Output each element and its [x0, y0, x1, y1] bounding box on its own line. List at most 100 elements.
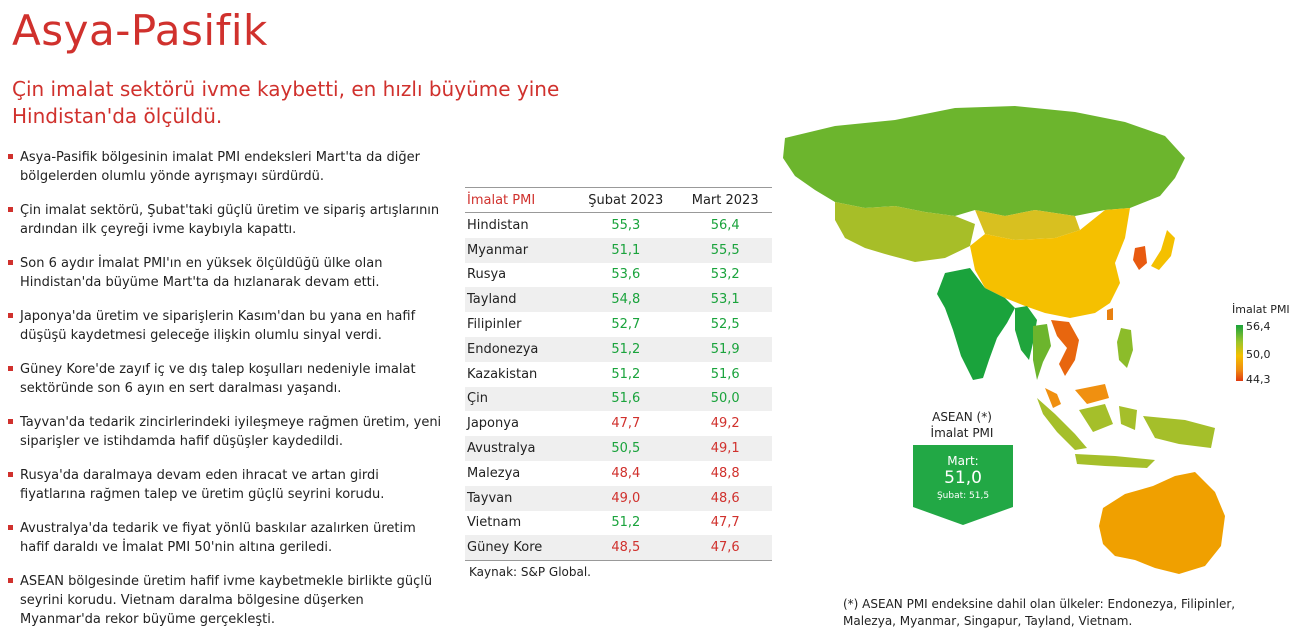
- bullet-item: Çin imalat sektörü, Şubat'taki güçlü üre…: [8, 201, 448, 239]
- map-india: [937, 268, 1015, 380]
- country-cell: Japonya: [467, 416, 519, 432]
- country-cell: Malezya: [467, 465, 521, 481]
- legend-max: 56,4: [1246, 320, 1271, 333]
- map-china: [970, 208, 1130, 318]
- table-body: Hindistan 55,3 56,4 Myanmar 51,1 55,5 Rusya 53,…: [465, 213, 772, 562]
- map-korea: [1133, 246, 1147, 270]
- country-cell: Tayvan: [465, 485, 574, 511]
- country-cell: Tayland: [465, 287, 574, 313]
- feb-value-cell: 48,4: [611, 465, 641, 481]
- header-indicator: İmalat PMI: [465, 187, 574, 213]
- mar-value-cell: 48,6: [678, 485, 772, 511]
- legend-min: 44,3: [1246, 373, 1271, 386]
- asean-label-line2: İmalat PMI: [930, 426, 994, 440]
- legend-title: İmalat PMI: [1232, 303, 1290, 316]
- country-cell: Güney Kore: [465, 535, 574, 562]
- legend-mid: 50,0: [1246, 348, 1271, 361]
- mar-value-cell: 53,2: [710, 267, 740, 283]
- table-row: Avustralya 50,5 49,1: [465, 436, 772, 461]
- table-row: Vietnam 51,2 47,7: [465, 511, 772, 536]
- table-row: Malezya 48,4 48,8: [465, 461, 772, 486]
- feb-value-cell: 54,8: [573, 287, 679, 313]
- mar-value-cell: 55,5: [678, 237, 772, 263]
- feb-value-cell: 50,5: [573, 436, 679, 461]
- feb-value-cell: 51,1: [573, 237, 679, 263]
- table-row: Güney Kore 48,5 47,6: [465, 535, 772, 562]
- country-cell: Hindistan: [467, 217, 529, 233]
- mar-value-cell: 49,2: [710, 416, 740, 432]
- map-indonesia: [1037, 398, 1215, 468]
- mar-value-cell: 56,4: [710, 217, 740, 233]
- asean-badge-shape: [913, 445, 1013, 525]
- feb-value-cell: 53,6: [611, 267, 641, 283]
- country-cell: Filipinler: [467, 317, 522, 333]
- feb-value-cell: 52,7: [611, 317, 641, 333]
- page-subtitle: Çin imalat sektörü ivme kaybetti, en hız…: [12, 77, 560, 128]
- map-malaysia: [1045, 384, 1109, 408]
- footnote: (*) ASEAN PMI endeksine dahil olan ülkel…: [843, 597, 1236, 628]
- mar-value-cell: 51,9: [678, 336, 772, 362]
- feb-value-cell: 51,2: [611, 366, 641, 382]
- map-taiwan: [1107, 308, 1113, 320]
- table-row: Myanmar 51,1 55,5: [465, 237, 772, 263]
- bullet-item: Japonya'da üretim ve siparişlerin Kasım'…: [8, 307, 448, 345]
- legend-color-scale: [1236, 325, 1243, 381]
- country-cell: Çin: [465, 386, 574, 412]
- asia-pacific-map: [783, 106, 1225, 574]
- map-russia: [783, 106, 1185, 216]
- map-australia: [1099, 472, 1225, 574]
- table-row: Endonezya 51,2 51,9: [465, 336, 772, 362]
- page-title: Asya-Pasifik: [12, 6, 268, 55]
- feb-value-cell: 51,2: [611, 515, 641, 531]
- table-row: Hindistan 55,3 56,4: [465, 213, 772, 238]
- country-cell: Endonezya: [465, 336, 574, 362]
- map-thailand: [1033, 324, 1051, 380]
- feb-value-cell: 49,0: [573, 485, 679, 511]
- country-cell: Vietnam: [467, 515, 522, 531]
- header-feb: Şubat 2023: [573, 187, 679, 213]
- mar-value-cell: 53,1: [678, 287, 772, 313]
- mar-value-cell: 51,6: [710, 366, 740, 382]
- feb-value-cell: 51,6: [573, 386, 679, 412]
- table-row: Kazakistan 51,2 51,6: [465, 362, 772, 387]
- table-row: Çin 51,6 50,0: [465, 386, 772, 412]
- asean-value: 51,0: [944, 468, 982, 488]
- asean-label: ASEAN (*) İmalat PMI: [912, 409, 1012, 441]
- bullet-list: Asya-Pasifik bölgesinin imalat PMI endek…: [8, 148, 448, 644]
- table-row: Tayland 54,8 53,1: [465, 287, 772, 313]
- bullet-item: Güney Kore'de zayıf iç ve dış talep koşu…: [8, 360, 448, 398]
- map-japan: [1151, 230, 1175, 270]
- map-philippines: [1117, 328, 1133, 368]
- mar-value-cell: 48,8: [710, 465, 740, 481]
- bullet-item: ASEAN bölgesinde üretim hafif ivme kaybe…: [8, 572, 448, 629]
- bullet-item: Avustralya'da tedarik ve fiyat yönlü bas…: [8, 519, 448, 557]
- asean-badge: Mart: 51,0 Şubat: 51,5: [913, 445, 1013, 525]
- source-note: Kaynak: S&P Global.: [469, 565, 591, 579]
- asean-previous: Şubat: 51,5: [936, 491, 990, 501]
- bullet-item: Rusya'da daralmaya devam eden ihracat ve…: [8, 466, 448, 504]
- mar-value-cell: 52,5: [710, 317, 740, 333]
- table-row: Rusya 53,6 53,2: [465, 263, 772, 288]
- header-mar: Mart 2023: [678, 187, 772, 213]
- table-row: Filipinler 52,7 52,5: [465, 312, 772, 337]
- country-cell: Avustralya: [465, 436, 574, 461]
- feb-value-cell: 51,2: [573, 336, 679, 362]
- asean-month: Mart:: [947, 454, 979, 468]
- bullet-item: Tayvan'da tedarik zincirlerindeki iyileş…: [8, 413, 448, 451]
- country-cell: Myanmar: [465, 237, 574, 263]
- pmi-table: İmalat PMI Şubat 2023 Mart 2023 Hindista…: [465, 187, 772, 562]
- feb-value-cell: 55,3: [611, 217, 641, 233]
- mar-value-cell: 47,6: [678, 535, 772, 562]
- feb-value-cell: 48,5: [573, 535, 679, 562]
- table-header-row: İmalat PMI Şubat 2023 Mart 2023: [465, 187, 772, 213]
- map-vietnam: [1051, 320, 1079, 376]
- mar-value-cell: 49,1: [678, 436, 772, 461]
- table-row: Tayvan 49,0 48,6: [465, 485, 772, 511]
- bullet-item: Son 6 aydır İmalat PMI'ın en yüksek ölçü…: [8, 254, 448, 292]
- asean-label-line1: ASEAN (*): [932, 410, 992, 424]
- country-cell: Kazakistan: [467, 366, 538, 382]
- mar-value-cell: 47,7: [710, 515, 740, 531]
- map-kazakhstan: [835, 202, 975, 262]
- mar-value-cell: 50,0: [678, 386, 772, 412]
- feb-value-cell: 47,7: [611, 416, 641, 432]
